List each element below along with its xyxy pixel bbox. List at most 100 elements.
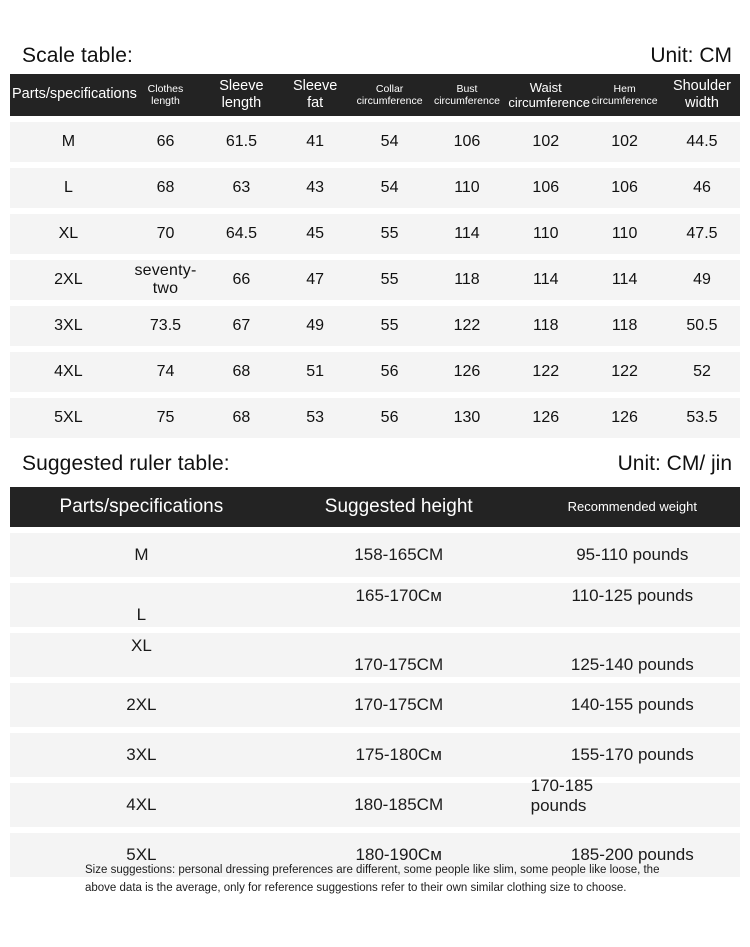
cell-weight: 125-140 pounds [570, 655, 694, 674]
header-hem-circumference: Hem circumference [591, 82, 658, 107]
cell-waist: 126 [532, 409, 560, 426]
cell-hem: 106 [611, 179, 638, 196]
cell-weight: 155-170 pounds [570, 745, 694, 764]
cell-hem: 102 [611, 133, 638, 150]
ruler-table-title: Suggested ruler table: [22, 452, 230, 475]
cell-waist: 106 [532, 179, 560, 196]
cell-collar: 54 [380, 133, 399, 150]
cell-size: 5XL [54, 409, 83, 426]
cell-height: 170-175CM [354, 695, 444, 714]
cell-hem: 122 [611, 363, 638, 380]
header-recommended-weight: Recommended weight [567, 499, 697, 515]
header-collar-circumference: Collar circumference [356, 82, 423, 107]
cell-sleeve-length: 68 [232, 363, 251, 380]
cell-sleeve-fat: 45 [306, 225, 325, 242]
cell-shoulder: 44.5 [686, 133, 718, 150]
table-row: 2XL 170-175CM 140-155 pounds [10, 683, 740, 727]
cell-size: 2XL [54, 271, 83, 288]
cell-size: 4XL [126, 795, 157, 814]
cell-sleeve-length: 67 [232, 317, 251, 334]
header-parts-specifications: Parts/specifications [59, 495, 224, 517]
table-row: 5XL 180-190Cм 185-200 pounds [10, 833, 740, 877]
cell-shoulder: 52 [693, 363, 711, 380]
cell-hem: 110 [611, 225, 638, 242]
scale-table: Parts/specifications Clothes length Slee… [10, 74, 740, 438]
table-row: L 165-170Cм 110-125 pounds [10, 583, 740, 627]
cell-sleeve-fat: 41 [306, 133, 325, 150]
cell-size: M [134, 545, 149, 564]
cell-shoulder: 50.5 [686, 317, 718, 334]
cell-bust: 130 [453, 409, 481, 426]
header-waist-circumference: Waist circumference [508, 79, 590, 110]
cell-clothes-length: 74 [156, 363, 175, 380]
cell-shoulder: 49 [693, 271, 711, 288]
cell-hem: 118 [611, 317, 638, 334]
cell-clothes-length: 68 [156, 179, 175, 196]
cell-sleeve-fat: 51 [306, 363, 325, 380]
header-sleeve-length: Sleeve length [219, 77, 264, 111]
scale-table-unit: Unit: CM [650, 44, 732, 67]
table-row: XL 170-175CM 125-140 pounds [10, 633, 740, 677]
cell-weight: 170-185 pounds [530, 776, 594, 815]
cell-clothes-length: 73.5 [149, 317, 182, 334]
cell-sleeve-length: 68 [232, 409, 251, 426]
cell-clothes-length: 70 [156, 225, 175, 242]
scale-table-title: Scale table: [22, 44, 133, 67]
cell-hem: 126 [611, 409, 638, 426]
header-shoulder-width: Shoulder width [672, 77, 731, 111]
cell-weight: 110-125 pounds [571, 586, 694, 605]
cell-bust: 110 [454, 179, 480, 196]
cell-size: 3XL [54, 317, 83, 334]
table-row: M 158-165CM 95-110 pounds [10, 533, 740, 577]
cell-collar: 56 [380, 409, 399, 426]
cell-size: 2XL [126, 695, 157, 714]
ruler-table-unit: Unit: CM/ jin [617, 452, 732, 475]
cell-shoulder: 53.5 [686, 409, 718, 426]
cell-collar: 54 [380, 179, 399, 196]
cell-waist: 110 [533, 225, 559, 242]
size-suggestion-note: Size suggestions: personal dressing pref… [85, 864, 660, 894]
table-row: 5XL 75 68 53 56 130 126 126 53.5 [10, 398, 740, 438]
cell-height: 180-185CM [354, 795, 444, 814]
cell-bust: 126 [453, 363, 481, 380]
table-row: M 66 61.5 41 54 106 102 102 44.5 [10, 122, 740, 162]
cell-bust: 106 [453, 133, 481, 150]
cell-size: 5XL [126, 845, 157, 864]
cell-size: L [63, 179, 73, 196]
cell-sleeve-length: 61.5 [225, 133, 257, 150]
ruler-table-header-row: Parts/specifications Suggested height Re… [10, 487, 740, 527]
cell-shoulder: 46 [693, 179, 711, 196]
table-row: L 68 63 43 54 110 106 106 46 [10, 168, 740, 208]
cell-sleeve-fat: 49 [306, 317, 325, 334]
cell-sleeve-length: 63 [232, 179, 251, 196]
ruler-table-title-row: Suggested ruler table: Unit: CM/ jin [0, 452, 750, 476]
table-row: 4XL 74 68 51 56 126 122 122 52 [10, 352, 740, 392]
cell-height: 158-165CM [354, 545, 444, 564]
cell-size: M [61, 133, 76, 150]
header-sleeve-fat: Sleeve fat [292, 77, 338, 111]
cell-collar: 55 [380, 317, 399, 334]
header-bust-circumference: Bust circumference [433, 82, 500, 107]
cell-height: 165-170Cм [355, 586, 442, 605]
table-row: 3XL 73.5 67 49 55 122 118 118 50.5 [10, 306, 740, 346]
scale-table-header-row: Parts/specifications Clothes length Slee… [10, 74, 740, 116]
cell-waist: 122 [532, 363, 560, 380]
cell-clothes-length: seventy-two [134, 262, 197, 297]
table-row: XL 70 64.5 45 55 114 110 110 47.5 [10, 214, 740, 254]
cell-bust: 118 [454, 271, 480, 288]
cell-waist: 118 [533, 317, 559, 334]
cell-size: XL [58, 225, 79, 242]
cell-hem: 114 [611, 271, 638, 288]
cell-collar: 56 [380, 363, 399, 380]
cell-collar: 55 [380, 271, 399, 288]
cell-waist: 102 [532, 133, 560, 150]
header-parts-specifications: Parts/specifications [12, 86, 137, 103]
cell-height: 175-180Cм [355, 745, 442, 764]
cell-size: 4XL [54, 363, 83, 380]
cell-size: 3XL [126, 745, 157, 764]
cell-clothes-length: 75 [156, 409, 175, 426]
cell-clothes-length: 66 [156, 133, 175, 150]
header-clothes-length: Clothes length [147, 82, 184, 107]
cell-waist: 114 [533, 271, 559, 288]
cell-weight: 140-155 pounds [570, 695, 694, 714]
